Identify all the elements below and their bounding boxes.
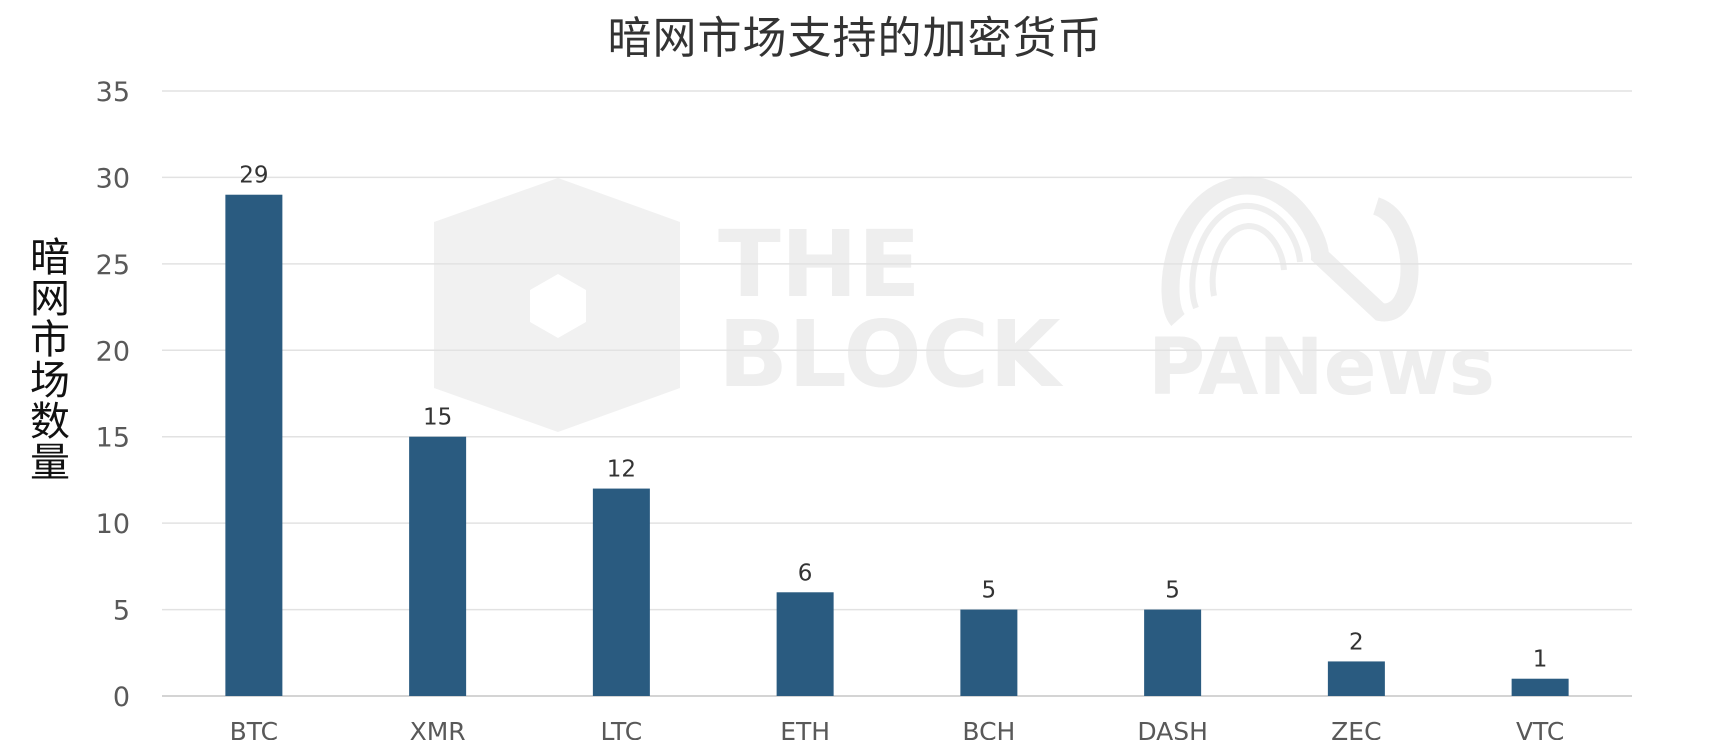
y-tick-label: 0	[113, 682, 130, 713]
bar-dash	[1144, 609, 1202, 696]
y-tick-label: 20	[96, 336, 130, 367]
y-tick-label: 10	[96, 509, 130, 540]
data-label-vtc: 1	[1533, 647, 1548, 673]
bar-btc	[225, 194, 283, 696]
data-label-btc: 29	[239, 163, 268, 189]
bar-bch	[960, 609, 1018, 696]
bar-vtc	[1511, 678, 1569, 696]
x-tick-label-vtc: VTC	[1516, 717, 1564, 740]
bars	[225, 194, 1569, 696]
y-tick-label: 25	[96, 250, 130, 281]
theblock-watermark-line2: BLOCK	[718, 301, 1064, 408]
y-axis-ticks: 0 5 10 15 20 25 30 35	[96, 77, 130, 713]
data-label-bch: 5	[982, 578, 997, 604]
x-tick-label-eth: ETH	[780, 717, 830, 740]
gridlines	[162, 90, 1632, 697]
data-label-xmr: 15	[423, 405, 452, 431]
data-label-zec: 2	[1349, 629, 1364, 655]
data-label-ltc: 12	[607, 457, 636, 483]
y-tick-label: 35	[96, 77, 130, 108]
x-tick-label-zec: ZEC	[1331, 717, 1381, 740]
x-tick-label-bch: BCH	[962, 717, 1015, 740]
data-labels: 29 15 12 6 5 5 2 1	[239, 163, 1547, 673]
data-label-dash: 5	[1165, 578, 1180, 604]
x-tick-label-ltc: LTC	[601, 717, 643, 740]
x-axis-ticks: BTC XMR LTC ETH BCH DASH ZEC VTC	[230, 717, 1565, 740]
x-tick-label-btc: BTC	[230, 717, 278, 740]
panews-watermark-text: PANews	[1148, 323, 1495, 413]
bar-ltc	[592, 488, 650, 696]
bar-zec	[1327, 661, 1385, 696]
y-axis-label: 暗网市场数量	[30, 235, 70, 486]
panews-watermark: PANews	[1148, 176, 1495, 413]
theblock-logo-icon	[434, 178, 680, 432]
bar-eth	[776, 592, 834, 696]
x-tick-label-xmr: XMR	[410, 717, 466, 740]
y-tick-label: 5	[113, 596, 130, 627]
chart-title: 暗网市场支持的加密货币	[607, 13, 1103, 64]
theblock-watermark: THE BLOCK	[434, 178, 1064, 432]
panews-logo-icon	[1161, 176, 1419, 327]
y-tick-label: 30	[96, 163, 130, 194]
bar-xmr	[409, 436, 467, 696]
y-tick-label: 15	[96, 423, 130, 454]
data-label-eth: 6	[798, 560, 813, 586]
x-tick-label-dash: DASH	[1137, 717, 1208, 740]
